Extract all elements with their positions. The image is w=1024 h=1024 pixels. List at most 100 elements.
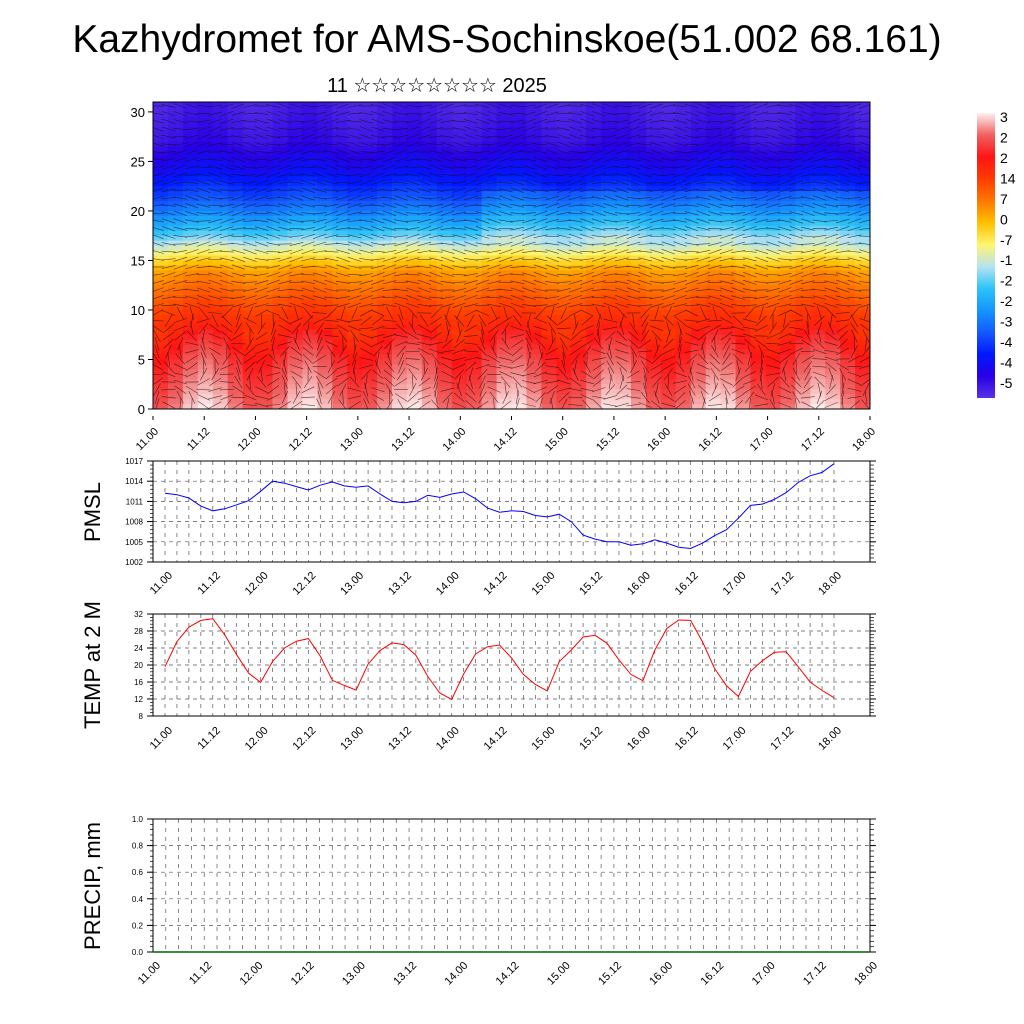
wind-barb	[533, 103, 548, 109]
heat-cell	[631, 250, 647, 257]
heat-cell	[601, 384, 617, 390]
wind-barb	[603, 149, 618, 155]
heat-cell	[541, 275, 557, 281]
heat-cell	[212, 146, 229, 153]
wind-barb	[744, 307, 755, 319]
wind-barb	[153, 119, 164, 124]
heat-cell	[855, 305, 870, 311]
heat-cell	[556, 215, 572, 222]
heat-cell	[332, 131, 348, 138]
heat-cell	[720, 275, 737, 281]
heat-cell	[287, 156, 303, 163]
heat-cell	[481, 181, 498, 187]
wind-barb	[231, 281, 246, 284]
heat-cell	[571, 181, 587, 187]
wind-barb	[347, 166, 362, 169]
wind-barb	[778, 332, 792, 340]
heat-cell	[511, 205, 528, 212]
wind-barb	[835, 250, 850, 253]
wind-barb	[708, 103, 722, 109]
heat-cell	[377, 171, 393, 177]
wind-barb	[429, 111, 443, 117]
heat-cell	[631, 384, 647, 390]
heat-cell	[332, 166, 348, 172]
heat-cell	[257, 191, 274, 197]
heat-cell	[631, 106, 647, 113]
heat-cell	[197, 225, 214, 232]
heat-cell	[362, 131, 378, 138]
heat-cell	[526, 359, 542, 366]
wind-barb	[835, 304, 850, 307]
heat-cell	[481, 394, 498, 400]
wind-barb	[153, 320, 165, 322]
heat-cell	[631, 181, 647, 187]
wind-barb	[177, 337, 184, 351]
wind-barb	[382, 189, 397, 191]
heat-cell	[616, 285, 632, 291]
wind-barb	[464, 226, 478, 231]
heat-cell	[840, 374, 856, 380]
wind-barb	[289, 174, 304, 176]
heat-cell	[481, 126, 498, 133]
heat-cell	[466, 319, 483, 326]
wind-barb	[522, 226, 536, 232]
heat-cell	[631, 339, 647, 346]
heat-cell	[242, 295, 259, 301]
wind-barb	[417, 218, 432, 224]
heat-cell	[496, 265, 513, 271]
heat-cell	[406, 314, 423, 321]
wind-barb	[580, 304, 595, 306]
heat-cell	[556, 329, 572, 336]
wind-barb	[742, 197, 757, 199]
heat-cell	[586, 186, 602, 192]
wind-barb	[847, 264, 862, 270]
wind-barb	[211, 314, 219, 328]
heat-cell	[392, 339, 408, 346]
heat-cell	[586, 245, 602, 252]
heat-cell	[272, 230, 289, 237]
wind-barb	[359, 219, 374, 223]
heat-cell	[481, 260, 498, 266]
heat-cell	[436, 280, 453, 286]
heat-cell	[825, 260, 841, 266]
heat-cell	[795, 220, 811, 227]
wind-barb	[301, 180, 315, 185]
heat-cell	[526, 404, 542, 409]
heat-cell	[451, 250, 468, 257]
heat-cell	[571, 250, 587, 257]
heat-cell	[675, 131, 692, 138]
heat-cell	[720, 146, 737, 153]
heat-cell	[496, 364, 513, 370]
heat-cell	[496, 334, 513, 341]
heat-cell	[377, 275, 393, 281]
heat-cell	[855, 374, 870, 380]
wind-barb	[696, 243, 711, 245]
heat-cell	[436, 309, 453, 316]
wind-barb	[638, 197, 653, 199]
wind-barb	[533, 234, 548, 239]
wind-barb	[661, 149, 676, 155]
heat-cell	[242, 290, 259, 296]
heat-cell	[660, 404, 677, 409]
wind-barb	[301, 134, 315, 140]
heat-cell	[272, 111, 289, 118]
wind-barb	[184, 128, 199, 130]
heat-cell	[451, 275, 468, 281]
heat-cell	[616, 275, 632, 281]
heat-cell	[825, 339, 841, 346]
heat-cell	[212, 245, 229, 252]
heat-cell	[466, 151, 483, 158]
wind-barb	[347, 134, 362, 140]
wind-barb	[429, 226, 443, 232]
heat-cell	[780, 102, 796, 108]
heat-cell	[287, 102, 303, 108]
heat-cell	[690, 334, 707, 341]
heat-cell	[302, 171, 318, 177]
heat-cell	[840, 205, 856, 212]
wind-barb	[812, 149, 827, 155]
wind-barb	[777, 159, 792, 161]
heat-cell	[541, 305, 557, 311]
heat-cell	[406, 300, 423, 306]
heat-cell	[197, 166, 214, 172]
heat-cell	[167, 300, 184, 306]
